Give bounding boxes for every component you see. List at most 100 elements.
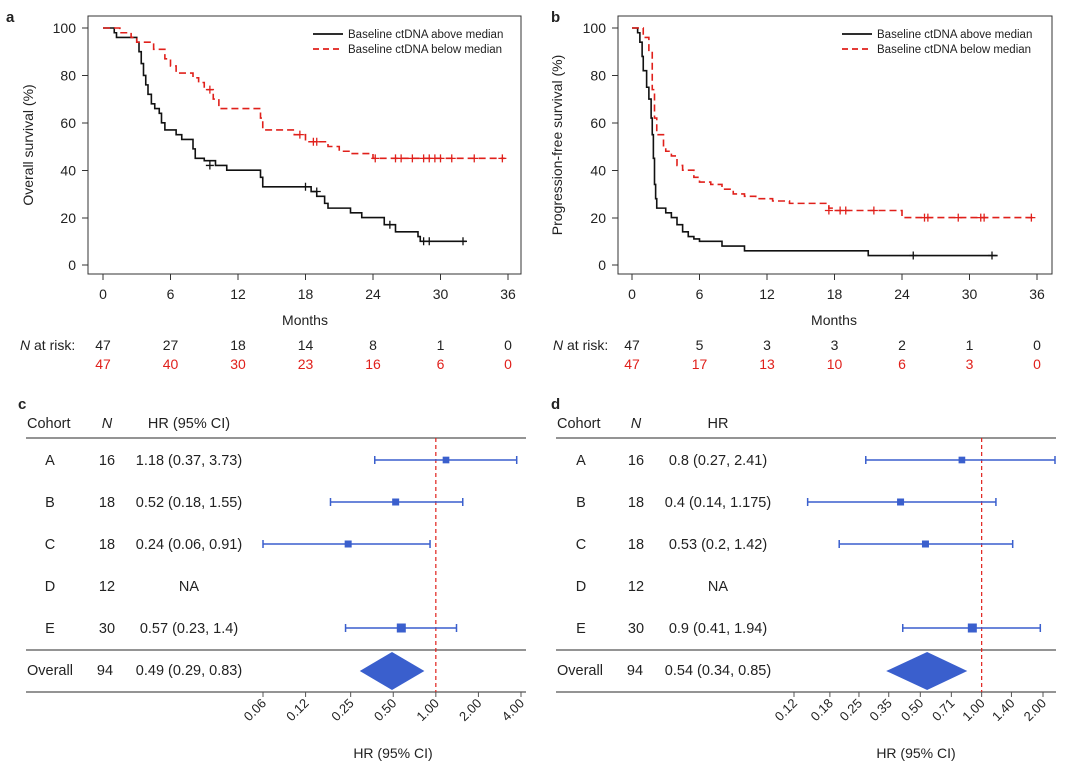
row-c-b-hr: 0.52 (0.18, 1.55) — [136, 495, 242, 511]
header-d-cohort: Cohort — [557, 416, 601, 432]
forest-d-point-e — [967, 623, 977, 633]
xtick-label-a-0: 0 — [99, 286, 107, 302]
risk-b-above-18: 3 — [831, 337, 839, 353]
risk-b-label-rest: at risk: — [563, 337, 608, 353]
panel-c: c Cohort N HR (95% CI) A 16 1.18 (0.37, … — [18, 396, 527, 761]
plot-a-yticks: 0 20 40 60 80 100 — [53, 20, 88, 273]
ytick-label-a-60: 60 — [60, 115, 76, 131]
risk-a-above-30: 1 — [437, 337, 445, 353]
panel-d: d Cohort N HR A 16 0.8 (0.27, 2.41) B 18… — [551, 396, 1056, 761]
xtick-label-a-6: 6 — [167, 286, 175, 302]
plot-b-ylabel: Progression-free survival (%) — [549, 55, 565, 236]
plot-a-frame — [87, 15, 522, 275]
xtick-label-c-0: 0.06 — [241, 696, 270, 725]
km-b-below-censor-2 — [841, 206, 850, 215]
forest-c-xlabel: HR (95% CI) — [353, 745, 432, 761]
xtick-label-b-36: 36 — [1029, 286, 1045, 302]
risk-b-above-36: 0 — [1033, 337, 1041, 353]
km-a-below-censor-6 — [397, 154, 406, 163]
xtick-label-c-5: 2.00 — [456, 696, 485, 725]
row-c-e-n: 30 — [99, 621, 115, 637]
km-a-below-censor-1 — [295, 130, 304, 139]
row-d-e-hr: 0.9 (0.41, 1.94) — [669, 621, 767, 637]
row-d-c-hr: 0.53 (0.2, 1.42) — [669, 537, 767, 553]
risk-a-above-0: 47 — [95, 337, 111, 353]
forest-d-point-b — [897, 498, 905, 506]
row-c-a-n: 16 — [99, 453, 115, 469]
risk-b-above-12: 3 — [763, 337, 771, 353]
risk-a-label: N at risk: — [20, 337, 75, 353]
ytick-label-b-40: 40 — [590, 163, 606, 179]
forest-c-overall-diamond — [359, 652, 425, 690]
risk-b-label-n: N — [553, 337, 564, 353]
km-a-below-censor-14 — [498, 154, 507, 163]
row-d-overall-n: 94 — [627, 663, 643, 679]
row-d-d-cohort: D — [576, 579, 586, 595]
xtick-label-a-24: 24 — [365, 286, 381, 302]
risk-a-below-12: 30 — [230, 356, 246, 372]
risk-b-below-30: 3 — [966, 356, 974, 372]
risk-a-above-36: 0 — [504, 337, 512, 353]
row-c-e-hr: 0.57 (0.23, 1.4) — [140, 621, 238, 637]
legend-a-below-label: Baseline ctDNA below median — [348, 44, 502, 56]
panel-b: b 0 20 40 60 80 100 0 6 12 18 — [549, 9, 1053, 372]
xtick-label-d-5: 0.71 — [929, 696, 958, 725]
ytick-label-b-100: 100 — [583, 20, 607, 36]
risk-b-below-6: 17 — [692, 356, 708, 372]
plot-a-curves — [103, 27, 507, 246]
legend-b-above-label: Baseline ctDNA above median — [877, 29, 1032, 41]
row-d-c-cohort: C — [576, 537, 586, 553]
risk-a-below-30: 6 — [437, 356, 445, 372]
risk-b-below-36: 0 — [1033, 356, 1041, 372]
xtick-label-d-3: 0.35 — [866, 696, 895, 725]
forest-c-point-a — [442, 456, 450, 464]
km-a-below-censor-3 — [312, 137, 321, 146]
xtick-label-d-0: 0.12 — [772, 696, 801, 725]
forest-d-xlabel: HR (95% CI) — [876, 745, 955, 761]
panel-a: a 0 20 40 60 80 100 0 6 12 18 — [6, 9, 522, 372]
row-d-c-n: 18 — [628, 537, 644, 553]
km-b-above-censor-1 — [988, 251, 996, 260]
km-a-below-censor-7 — [408, 154, 417, 163]
km-a-above-censor-5 — [425, 237, 434, 246]
row-c-a-cohort: A — [45, 453, 55, 469]
ytick-label-a-0: 0 — [68, 257, 76, 273]
row-d-b-hr: 0.4 (0.14, 1.175) — [665, 495, 771, 511]
km-b-below-censor-6 — [954, 213, 963, 222]
km-b-above-censor-0 — [909, 251, 918, 260]
ytick-label-b-80: 80 — [590, 68, 606, 84]
xtick-label-b-12: 12 — [759, 286, 775, 302]
km-a-above-censor-6 — [459, 237, 467, 246]
km-a-below-censor-0 — [205, 85, 214, 94]
km-a-below-censor-12 — [447, 154, 456, 163]
plot-a-xticks: 0 6 12 18 24 30 36 — [99, 274, 516, 302]
km-b-below-censor-0 — [824, 206, 833, 215]
header-c-n: N — [102, 416, 113, 432]
xtick-label-a-36: 36 — [500, 286, 516, 302]
risk-a-below-18: 23 — [298, 356, 314, 372]
plot-b-xlabel: Months — [811, 312, 857, 328]
row-d-overall-cohort: Overall — [557, 663, 603, 679]
risk-table-b: N at risk: 47 5 3 3 2 1 0 47 17 13 10 6 … — [553, 337, 1041, 372]
risk-b-above-0: 47 — [624, 337, 640, 353]
forest-c-point-b — [392, 498, 400, 506]
row-d-b-n: 18 — [628, 495, 644, 511]
row-c-b-n: 18 — [99, 495, 115, 511]
plot-b-curves — [632, 27, 1036, 260]
row-c-d-cohort: D — [45, 579, 55, 595]
risk-b-below-0: 47 — [624, 356, 640, 372]
row-d-overall-hr: 0.54 (0.34, 0.85) — [665, 663, 771, 679]
risk-b-below-24: 6 — [898, 356, 906, 372]
risk-b-below-18: 10 — [827, 356, 843, 372]
row-d-e-n: 30 — [628, 621, 644, 637]
risk-b-below-12: 13 — [759, 356, 775, 372]
risk-a-above-18: 14 — [298, 337, 314, 353]
ytick-label-b-0: 0 — [598, 257, 606, 273]
risk-a-above-6: 27 — [163, 337, 179, 353]
row-d-a-cohort: A — [576, 453, 586, 469]
risk-a-above-24: 8 — [369, 337, 377, 353]
xtick-label-a-30: 30 — [433, 286, 449, 302]
plot-b-legend: Baseline ctDNA above median Baseline ctD… — [842, 29, 1032, 56]
risk-a-label-n: N — [20, 337, 31, 353]
risk-b-above-24: 2 — [898, 337, 906, 353]
